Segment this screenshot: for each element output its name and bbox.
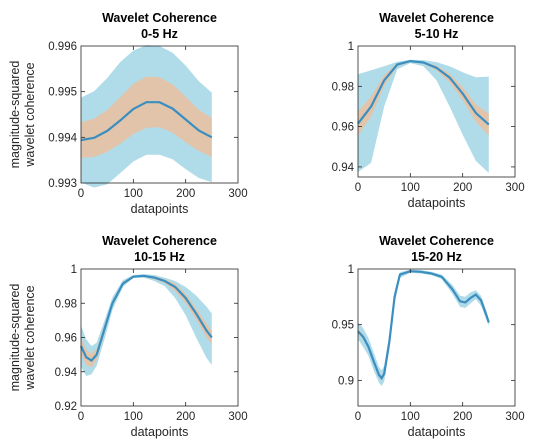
x-tick-label: 100 xyxy=(401,182,420,194)
x-tick-label: 300 xyxy=(228,188,247,200)
y-axis-label: magnitude-squaredwavelet coherence xyxy=(8,61,37,169)
y-tick-label: 0.98 xyxy=(55,298,77,310)
y-tick-label: 0.92 xyxy=(55,401,77,413)
y-tick-label: 0.995 xyxy=(48,87,77,99)
mean-coherence-line xyxy=(357,59,490,126)
y-tick-label: 0.94 xyxy=(55,367,78,379)
x-tick-label: 0 xyxy=(78,188,84,200)
subplot-2: 0 100 200 300 1 0.98 0.96 0.94 Wavelet Coherence… xyxy=(332,11,525,210)
y-axis-label-line-1: magnitude-squared xyxy=(8,284,22,392)
x-tick-label: 100 xyxy=(124,411,143,423)
x-axis-label: datapoints xyxy=(408,425,466,439)
x-tick-label: 300 xyxy=(505,182,524,194)
inner-confidence-band xyxy=(81,76,212,158)
x-tick-label: 100 xyxy=(401,411,420,423)
y-axis-label: magnitude-squaredwavelet coherence xyxy=(8,284,37,392)
x-tick-label: 200 xyxy=(453,411,472,423)
chart-subtitle: 5-10 Hz xyxy=(415,27,459,41)
x-tick-label: 0 xyxy=(78,411,84,423)
x-axis-label: datapoints xyxy=(131,202,189,216)
mean-coherence-line xyxy=(80,274,213,363)
x-axis-label: datapoints xyxy=(131,425,189,439)
y-tick-label: 0.994 xyxy=(48,132,77,144)
x-tick-label: 200 xyxy=(453,182,472,194)
x-tick-label: 200 xyxy=(176,411,195,423)
x-tick-label: 100 xyxy=(124,188,143,200)
y-tick-label: 0.98 xyxy=(332,81,354,93)
mean-coherence-line xyxy=(357,270,490,381)
x-tick-label: 300 xyxy=(505,411,524,423)
y-axis-label-line-2: wavelet coherence xyxy=(23,285,37,390)
chart-title: Wavelet Coherence xyxy=(102,234,217,248)
x-axis-label: datapoints xyxy=(408,196,466,210)
x-tick-label: 300 xyxy=(228,411,247,423)
y-tick-label: 0.993 xyxy=(48,178,77,190)
chart-subtitle: 10-15 Hz xyxy=(134,250,185,264)
y-tick-label: 0.96 xyxy=(332,122,354,134)
outer-confidence-band xyxy=(81,274,212,376)
axes-box xyxy=(357,45,516,178)
chart-title: Wavelet Coherence xyxy=(102,11,217,25)
y-tick-label: 1 xyxy=(71,264,77,276)
y-tick-label: 0.96 xyxy=(55,333,77,345)
outer-confidence-band xyxy=(358,59,489,174)
mean-coherence-line xyxy=(80,101,213,142)
y-axis-label-line-1: magnitude-squared xyxy=(8,61,22,169)
y-tick-label: 0.94 xyxy=(332,162,355,174)
chart-subtitle: 0-5 Hz xyxy=(141,27,178,41)
x-tick-label: 0 xyxy=(355,182,361,194)
y-axis-label-line-2: wavelet coherence xyxy=(23,62,37,167)
subplot-4: 0 100 200 300 1 0.95 0.9 Wavelet Coherence 15-20… xyxy=(332,234,525,439)
chart-subtitle: 15-20 Hz xyxy=(411,250,462,264)
y-tick-label: 1 xyxy=(348,41,354,53)
inner-confidence-band xyxy=(358,60,489,136)
subplot-1: 0 100 200 300 0.993 0.994 0.995 0.996 Wavelet Co… xyxy=(8,11,248,216)
outer-confidence-band xyxy=(358,269,489,386)
y-tick-label: 0.996 xyxy=(48,41,77,53)
chart-title: Wavelet Coherence xyxy=(379,11,494,25)
chart-title: Wavelet Coherence xyxy=(379,234,494,248)
y-tick-label: 0.9 xyxy=(338,375,354,387)
y-tick-label: 0.95 xyxy=(332,320,354,332)
axes-box xyxy=(80,45,239,184)
axes-box xyxy=(357,268,516,407)
subplot-3: 0 100 200 300 1 0.98 0.96 0.94 0.92 Wavelet Coher… xyxy=(8,234,248,439)
y-tick-label: 1 xyxy=(348,264,354,276)
x-tick-label: 0 xyxy=(355,411,361,423)
x-tick-label: 200 xyxy=(176,188,195,200)
